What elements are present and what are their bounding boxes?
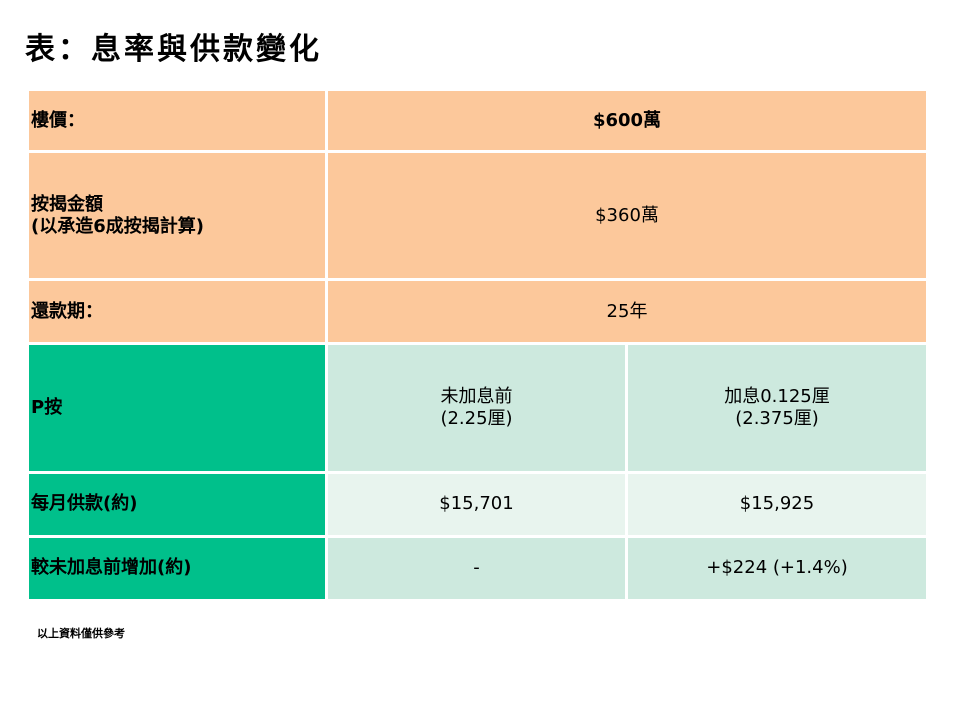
table-row-price: 樓價： $600萬 xyxy=(26,87,930,154)
term-value: 25年 xyxy=(324,278,930,346)
table-row-loan: 按揭金額 (以承造6成按揭計算) $360萬 xyxy=(26,150,930,282)
monthly-before-value: $15,701 xyxy=(325,470,628,538)
price-label: 樓價： xyxy=(26,87,328,154)
table-row-plan: P按 未加息前 (2.25厘) 加息0.125厘 (2.375厘) xyxy=(26,342,930,474)
table-row-monthly: 每月供款(約) $15,701 $15,925 xyxy=(26,470,930,538)
table-row-increase: 較未加息前增加(約) - +$224 (+1.4%) xyxy=(26,534,930,603)
increase-label: 較未加息前增加(約) xyxy=(26,534,328,603)
plan-before-header: 未加息前 (2.25厘) xyxy=(325,342,628,474)
plan-label: P按 xyxy=(26,342,328,474)
monthly-after-value: $15,925 xyxy=(624,470,930,538)
mortgage-rate-table: 樓價： $600萬 按揭金額 (以承造6成按揭計算) $360萬 還款期： 25… xyxy=(26,87,930,603)
price-value: $600萬 xyxy=(324,87,930,154)
term-label: 還款期： xyxy=(26,278,328,346)
table-row-term: 還款期： 25年 xyxy=(26,278,930,346)
increase-before-value: - xyxy=(325,534,628,603)
monthly-label: 每月供款(約) xyxy=(26,470,328,538)
page-title: 表：息率與供款變化 xyxy=(25,32,322,67)
increase-after-value: +$224 (+1.4%) xyxy=(624,534,930,603)
disclaimer-note: 以上資料僅供參考 xyxy=(37,627,125,640)
plan-after-header: 加息0.125厘 (2.375厘) xyxy=(624,342,930,474)
loan-label: 按揭金額 (以承造6成按揭計算) xyxy=(26,150,328,282)
loan-value: $360萬 xyxy=(324,150,930,282)
